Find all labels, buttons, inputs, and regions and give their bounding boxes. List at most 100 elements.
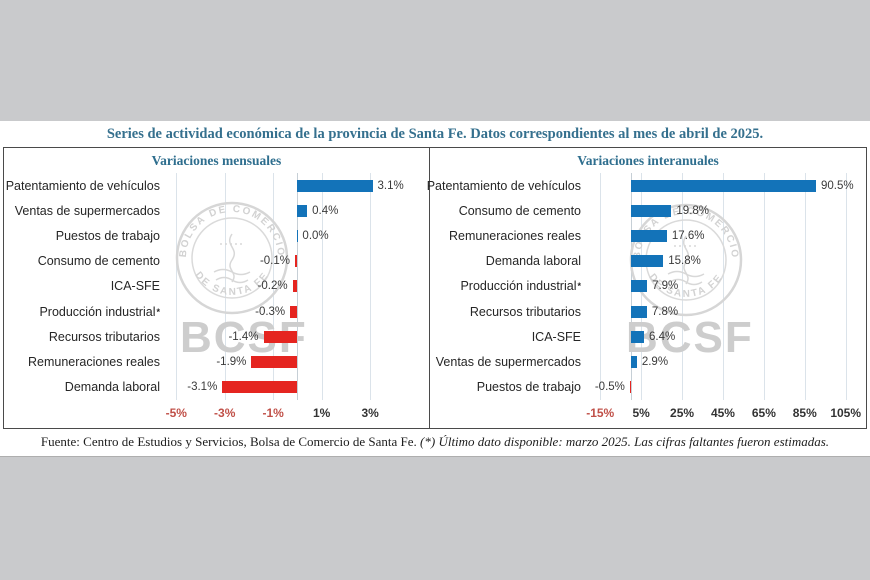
- bar: [297, 179, 373, 192]
- bar-row: 0.0%: [169, 223, 421, 248]
- footnote-asterisk: *: [156, 306, 160, 317]
- bar: [297, 204, 308, 217]
- axis-tick-label: -3%: [214, 406, 236, 420]
- bar: [263, 330, 298, 343]
- bar-row: -0.1%: [169, 249, 421, 274]
- bar-row: -0.3%: [169, 299, 421, 324]
- bar-value-label: -0.2%: [257, 280, 288, 293]
- bar: [297, 230, 299, 243]
- category-label: Recursos tributarios: [48, 329, 160, 344]
- x-axis-monthly: -5% -3% -1% 1% 3%: [165, 404, 421, 420]
- category-labels-monthly: Patentamiento de vehículos Ventas de supe…: [4, 173, 169, 400]
- bar-row: 2.9%: [590, 350, 860, 375]
- bar-value-label: 19.8%: [676, 204, 710, 217]
- gridline: [224, 173, 226, 400]
- category-label: Producción industrial *: [460, 279, 581, 294]
- plot-area-monthly: 3.1% 0.4% 0.0% -0.1% -0.2% -0.3% -1.4% -1.9% -3.…: [169, 173, 421, 400]
- seal-emblem: [667, 235, 705, 286]
- footnote-asterisk: *: [577, 281, 581, 292]
- bar: [290, 305, 298, 318]
- axis-tick-label: -1%: [262, 406, 284, 420]
- category-label: Consumo de cemento: [458, 203, 581, 218]
- bar-value-label: -1.9%: [216, 356, 247, 369]
- bar: [630, 305, 647, 318]
- bar: [630, 280, 648, 293]
- bar-value-label: 7.9%: [652, 280, 679, 293]
- bar-row: -1.9%: [169, 350, 421, 375]
- category-label: Patentamiento de vehículos: [426, 178, 581, 193]
- bar-value-label: 7.8%: [651, 305, 679, 318]
- bar-row: 90.5%: [590, 173, 860, 198]
- gridline: [763, 173, 765, 400]
- chart-panel-monthly: Variaciones mensuales BOLSA DE COMERCIO …: [3, 147, 429, 429]
- gridline: [321, 173, 323, 400]
- category-labels-yearly: Patentamiento de vehículos Consumo de cem…: [426, 173, 590, 400]
- axis-tick-label: 45%: [710, 406, 735, 420]
- category-label: Ventas de supermercados: [435, 355, 581, 370]
- category-label: Demanda laboral: [485, 254, 581, 269]
- category-label: Recursos tributarios: [469, 304, 581, 319]
- gridline: [370, 173, 372, 400]
- zero-axis-line: [297, 173, 299, 400]
- category-label: ICA-SFE: [531, 329, 581, 344]
- bar-row: -1.4%: [169, 324, 421, 349]
- axis-tick-label: 5%: [632, 406, 650, 420]
- bar: [630, 204, 672, 217]
- chart-title-monthly: Variaciones mensuales: [151, 153, 282, 168]
- axis-tick-label: -5%: [165, 406, 187, 420]
- category-label: Patentamiento de vehículos: [5, 178, 160, 193]
- bar-row: -3.1%: [169, 375, 421, 400]
- bar: [630, 230, 667, 243]
- bcsf-seal-watermark: BOLSA DE COMERCIO DE SANTA FE: [628, 202, 744, 323]
- bcsf-seal-watermark: BOLSA DE COMERCIO DE SANTA FE: [174, 200, 290, 321]
- bar-row: 6.4%: [590, 324, 860, 349]
- axis-tick-label: 105%: [830, 406, 862, 420]
- plot-area-yearly: 90.5% 19.8% 17.6% 15.8% 7.9% 7.8% 6.4% 2.9% -0.5…: [590, 173, 860, 400]
- category-label: Consumo de cemento: [37, 254, 160, 269]
- chart-panel-yearly: Variaciones interanuales BOLSA DE COMERC…: [426, 147, 867, 429]
- bar-value-label: 0.4%: [312, 204, 339, 217]
- bar: [630, 255, 664, 268]
- axis-tick-label: 3%: [361, 406, 379, 420]
- charts-container: Variaciones mensuales BOLSA DE COMERCIO …: [3, 147, 867, 429]
- bar-row: 17.6%: [590, 223, 860, 248]
- category-label: Demanda laboral: [64, 380, 160, 395]
- seal-emblem: [213, 233, 251, 284]
- page-title: Series de actividad económica de la prov…: [106, 126, 764, 142]
- footnote-text: (*) Último dato disponible: marzo 2025. …: [420, 434, 830, 449]
- bar-value-label: 90.5%: [821, 179, 854, 192]
- bar: [222, 381, 298, 394]
- category-label: ICA-SFE: [110, 279, 160, 294]
- chart-title-yearly: Variaciones interanuales: [577, 153, 719, 168]
- gridline: [845, 173, 847, 400]
- bar-value-label: -0.1%: [259, 255, 290, 268]
- bar: [630, 179, 817, 192]
- bar-value-label: 6.4%: [649, 330, 676, 343]
- bcsf-text-watermark: BCSF: [626, 313, 754, 362]
- bar: [629, 381, 631, 394]
- bar-row: -0.5%: [590, 375, 860, 400]
- bar-row: 7.9%: [590, 274, 860, 299]
- bar-row: 0.4%: [169, 198, 421, 223]
- bar-value-label: 0.0%: [302, 230, 329, 243]
- bar-value-label: -1.4%: [228, 330, 259, 343]
- axis-tick-label: 85%: [792, 406, 817, 420]
- category-label: Remuneraciones reales: [448, 229, 581, 244]
- axis-tick-label: -15%: [586, 406, 615, 420]
- bar: [630, 330, 644, 343]
- source-text: Fuente: Centro de Estudios y Servicios, …: [40, 434, 417, 449]
- gridline: [682, 173, 684, 400]
- axis-tick-label: 1%: [312, 406, 331, 420]
- bar-row: 15.8%: [590, 249, 860, 274]
- category-label: Producción industrial *: [39, 304, 160, 319]
- gridline: [804, 173, 806, 400]
- bar-value-label: 2.9%: [641, 356, 669, 369]
- category-label: Puestos de trabajo: [55, 229, 160, 244]
- bar-row: -0.2%: [169, 274, 421, 299]
- gridline: [722, 173, 724, 400]
- bar-value-label: -0.3%: [255, 305, 286, 318]
- bar-value-label: -0.5%: [594, 381, 625, 394]
- gridline: [273, 173, 275, 400]
- axis-tick-label: 25%: [670, 406, 695, 420]
